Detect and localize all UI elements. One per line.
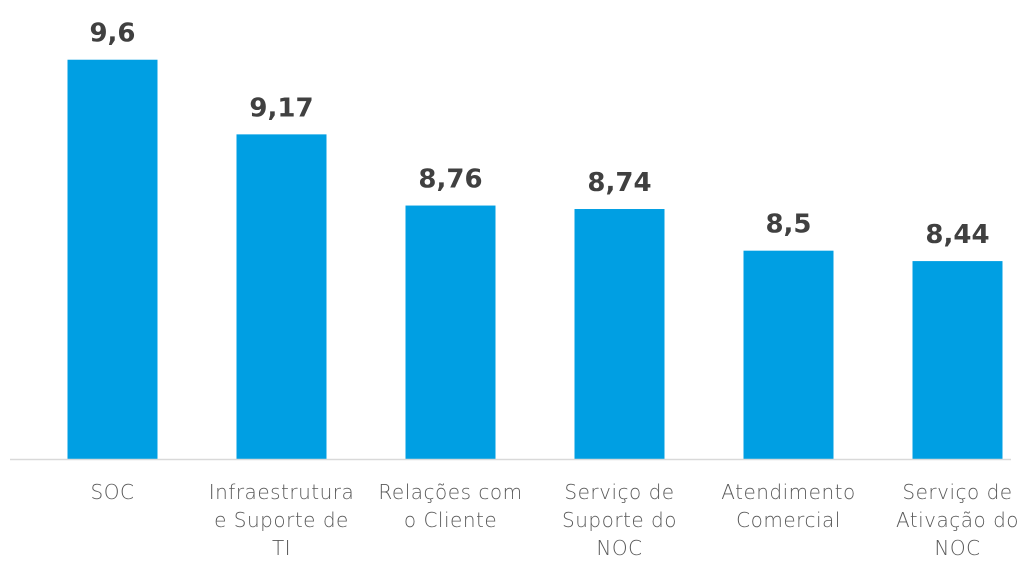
bar [574, 209, 665, 459]
x-tick-label: Infraestrutura e Suporte de TI [208, 480, 355, 560]
value-label: 8,44 [925, 220, 989, 250]
bar [405, 205, 496, 459]
x-tick-label: Serviço de Suporte do NOC [562, 480, 677, 560]
bar [743, 250, 834, 459]
value-label: 8,74 [587, 168, 651, 198]
value-label: 9,17 [249, 93, 313, 123]
bar [236, 134, 327, 460]
bar [912, 261, 1003, 459]
value-label: 9,6 [89, 19, 135, 49]
x-tick-label: Atendimento Comercial [721, 480, 856, 532]
x-tick-label: SOC [90, 480, 135, 504]
x-tick-label: Relações com o Cliente [378, 480, 523, 532]
value-label: 8,5 [765, 210, 811, 240]
bar [67, 59, 158, 459]
value-label: 8,76 [418, 165, 482, 195]
x-tick-label: Serviço de Ativação do NOC [895, 480, 1020, 560]
